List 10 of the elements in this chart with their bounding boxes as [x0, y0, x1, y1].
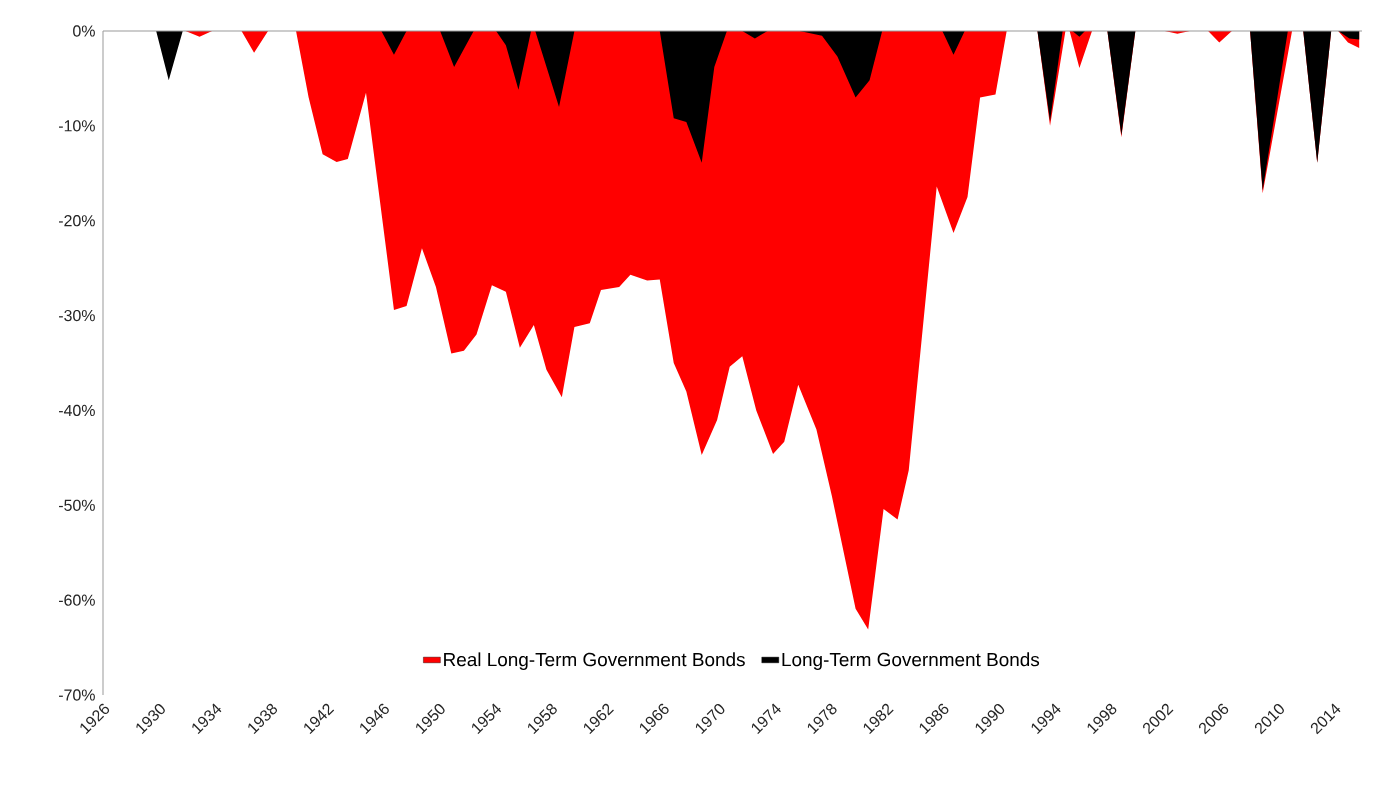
y-tick-label: -40% [58, 404, 95, 417]
y-tick-label: -50% [58, 499, 95, 511]
y-tick-label: -10% [58, 120, 95, 132]
y-tick-label: -30% [58, 309, 95, 322]
y-tick-label: 0% [73, 25, 95, 37]
y-tick-label: -70% [58, 689, 95, 701]
y-tick-label: -60% [58, 594, 95, 606]
legend-label: Real Long-Term Government Bonds [444, 652, 745, 670]
y-tick-label: -20% [58, 215, 95, 227]
legend-label: Long-Term Government Bonds [782, 652, 1040, 670]
